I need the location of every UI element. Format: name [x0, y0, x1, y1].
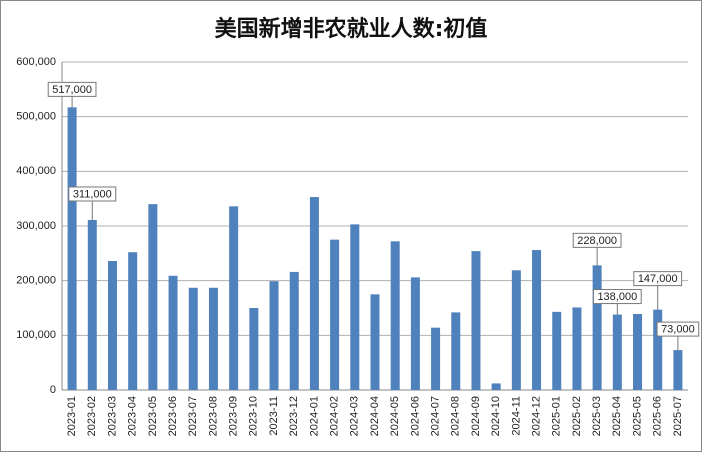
- data-label: 73,000: [656, 321, 700, 351]
- x-tick-label: 2024-06: [409, 396, 421, 436]
- bar: [249, 308, 259, 390]
- bar: [330, 239, 340, 390]
- data-label-text: 228,000: [577, 235, 617, 247]
- x-tick-label: 2023-06: [167, 396, 179, 436]
- x-tick-label: 2024-04: [369, 396, 381, 436]
- data-label: 517,000: [47, 81, 97, 108]
- x-tick-label: 2024-11: [510, 396, 522, 436]
- x-tick-label: 2024-05: [389, 396, 401, 436]
- bar: [370, 294, 380, 390]
- x-tick-label: 2023-02: [86, 396, 98, 436]
- y-tick-label: 0: [50, 384, 56, 396]
- x-tick-label: 2025-05: [631, 396, 643, 436]
- y-tick-label: 200,000: [16, 275, 56, 287]
- x-tick-label: 2025-07: [672, 396, 684, 436]
- x-tick-label: 2025-04: [611, 396, 623, 436]
- y-tick-label: 100,000: [16, 329, 56, 341]
- x-tick-label: 2023-11: [268, 396, 280, 436]
- x-tick-label: 2023-08: [207, 396, 219, 436]
- bar: [390, 241, 400, 390]
- bar: [269, 281, 279, 390]
- bar: [451, 312, 461, 390]
- bar: [107, 260, 117, 390]
- bar: [87, 219, 97, 390]
- y-tick-label: 600,000: [16, 56, 56, 68]
- data-label-text: 73,000: [661, 323, 695, 335]
- x-tick-label: 2025-01: [551, 396, 563, 436]
- bar: [511, 270, 521, 390]
- x-tick-label: 2023-07: [187, 396, 199, 436]
- bar: [471, 251, 481, 390]
- bar: [208, 287, 218, 390]
- x-tick-label: 2025-03: [591, 396, 603, 436]
- bar: [168, 275, 178, 390]
- x-tick-label: 2023-10: [248, 396, 260, 436]
- bar: [148, 204, 158, 390]
- x-tick-label: 2023-03: [106, 396, 118, 436]
- bar: [229, 206, 239, 390]
- x-tick-label: 2024-03: [349, 396, 361, 436]
- x-tick-label: 2024-10: [490, 396, 502, 436]
- data-label-text: 138,000: [597, 291, 637, 303]
- bar: [188, 287, 198, 390]
- y-tick-label: 300,000: [16, 220, 56, 232]
- bar: [128, 252, 138, 390]
- x-tick-label: 2024-09: [470, 396, 482, 436]
- bar: [410, 277, 420, 390]
- x-tick-label: 2023-09: [228, 396, 240, 436]
- x-tick-label: 2024-01: [308, 396, 320, 436]
- x-tick-label: 2023-04: [127, 396, 139, 436]
- bar: [491, 383, 501, 390]
- bar: [67, 107, 77, 390]
- data-label: 138,000: [592, 289, 642, 315]
- bar: [592, 265, 602, 390]
- x-tick-label: 2023-05: [147, 396, 159, 436]
- bar: [673, 350, 683, 390]
- bar: [552, 311, 562, 390]
- x-tick-label: 2024-08: [450, 396, 462, 436]
- bar: [289, 271, 299, 390]
- data-label: 311,000: [68, 186, 117, 220]
- data-label: 147,000: [633, 271, 683, 310]
- bar: [350, 224, 360, 390]
- x-tick-label: 2025-06: [652, 396, 664, 436]
- x-tick-label: 2024-02: [329, 396, 341, 436]
- x-tick-label: 2023-01: [66, 396, 78, 436]
- data-label: 228,000: [572, 232, 622, 266]
- data-label-text: 517,000: [52, 84, 92, 96]
- bar: [572, 307, 582, 390]
- bar: [612, 314, 622, 390]
- bar: [309, 197, 319, 390]
- bar: [431, 327, 441, 390]
- x-tick-label: 2023-12: [288, 396, 300, 436]
- x-tick-label: 2025-02: [571, 396, 583, 436]
- data-label-text: 147,000: [638, 273, 678, 285]
- bar: [653, 309, 663, 390]
- y-tick-label: 500,000: [16, 111, 56, 123]
- data-label-text: 311,000: [73, 188, 112, 200]
- chart-title: 美国新增非农就业人数:初值: [215, 16, 488, 42]
- bar: [532, 250, 542, 390]
- x-tick-label: 2024-12: [530, 396, 542, 436]
- x-tick-label: 2024-07: [429, 396, 441, 436]
- y-tick-label: 400,000: [16, 165, 56, 177]
- bar: [633, 314, 643, 390]
